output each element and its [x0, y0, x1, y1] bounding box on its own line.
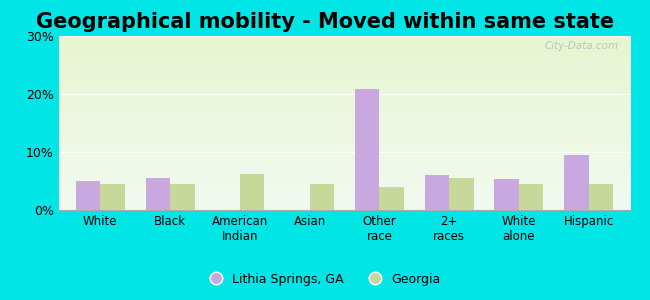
Text: Geographical mobility - Moved within same state: Geographical mobility - Moved within sam… [36, 12, 614, 32]
Bar [449, 178, 474, 210]
Bar [309, 184, 334, 210]
Bar [589, 184, 613, 210]
Bar [240, 174, 265, 210]
Bar [355, 89, 380, 210]
Bar [495, 179, 519, 210]
Bar [380, 187, 404, 210]
Bar [564, 155, 589, 210]
Bar [170, 184, 194, 210]
Bar [146, 178, 170, 210]
Bar [76, 181, 100, 210]
Legend: Lithia Springs, GA, Georgia: Lithia Springs, GA, Georgia [205, 268, 445, 291]
Bar [100, 184, 125, 210]
Bar [519, 184, 543, 210]
Bar [424, 175, 449, 210]
Text: City-Data.com: City-Data.com [545, 41, 619, 51]
